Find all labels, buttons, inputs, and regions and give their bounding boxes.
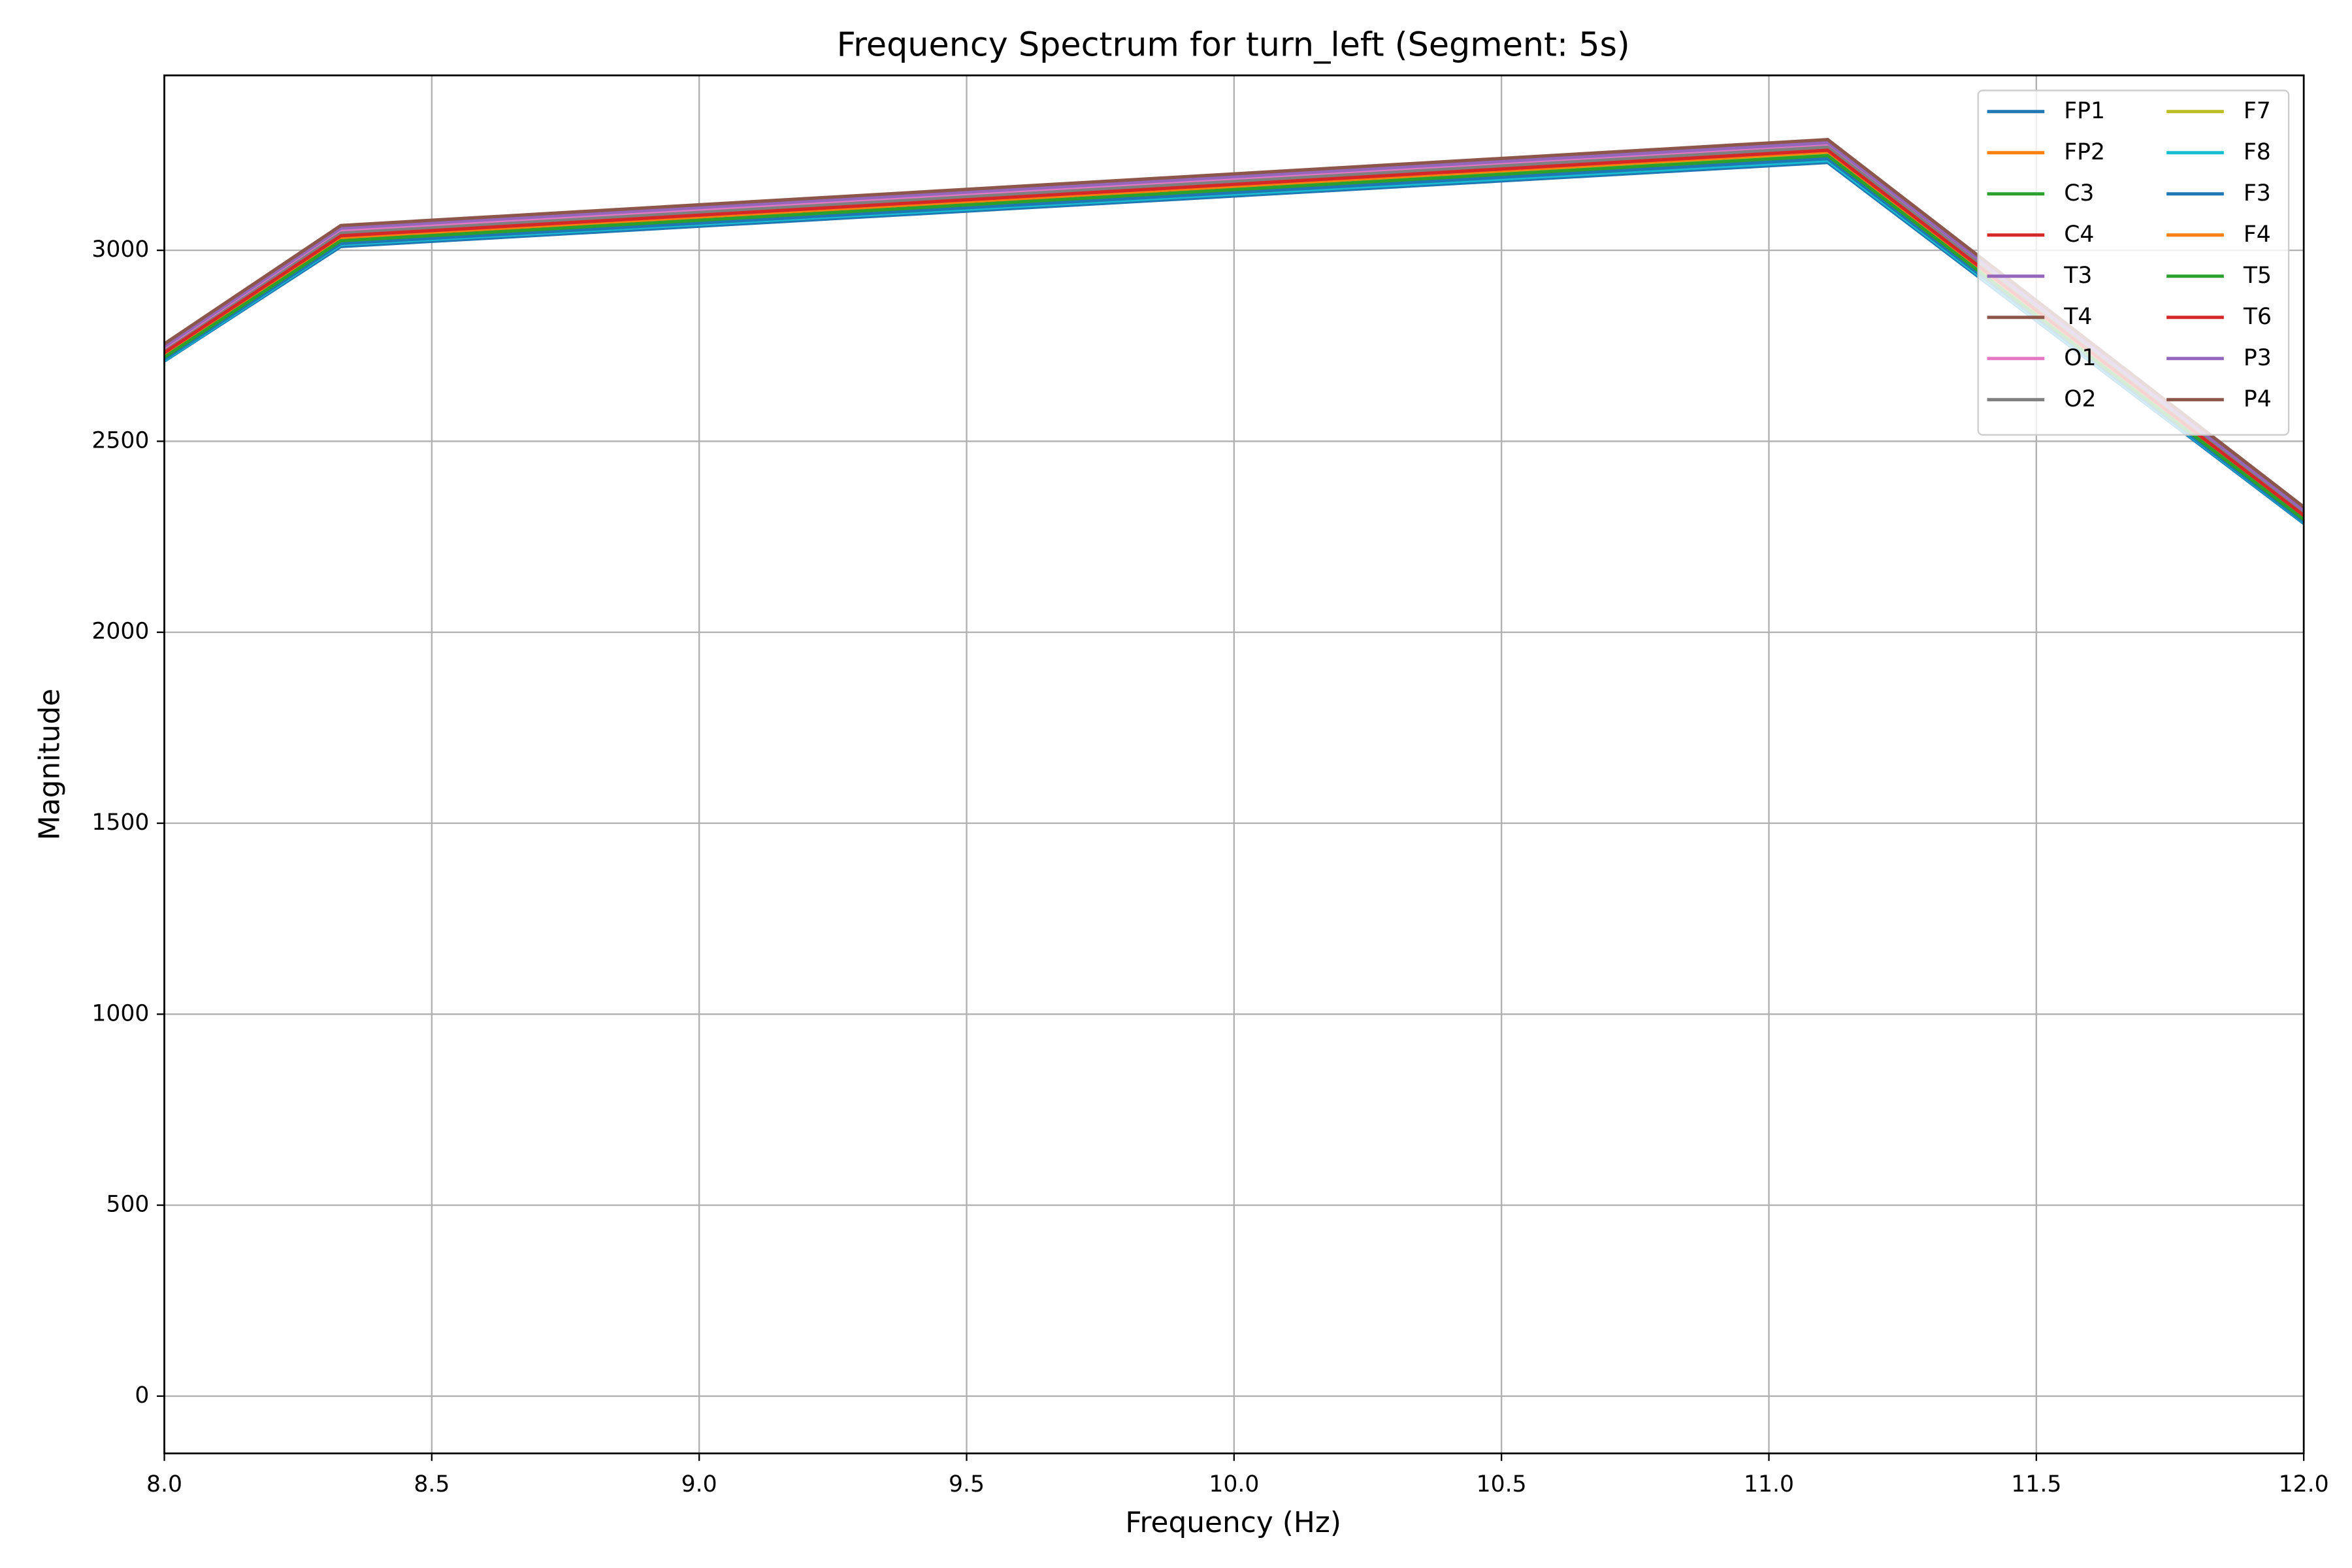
legend-label: F8: [2244, 139, 2271, 165]
legend-label: C3: [2064, 180, 2094, 206]
x-tick-label: 9.0: [681, 1471, 717, 1497]
x-tick-label: 8.5: [414, 1471, 449, 1497]
y-tick-label: 3000: [91, 237, 149, 263]
legend: FP1 FP2 C3 C4 T3 T4 O1 O2 F7 F8 F3 F4 T5 T6 P3 P4: [1977, 90, 2290, 436]
x-tick-label: 9.5: [949, 1471, 985, 1497]
y-tick-label: 500: [106, 1192, 149, 1218]
legend-label: FP2: [2064, 139, 2105, 165]
x-tick-label: 8.0: [146, 1471, 182, 1497]
legend-label: FP1: [2064, 98, 2105, 124]
legend-label: T6: [2243, 304, 2272, 330]
y-tick-label: 1500: [91, 809, 149, 836]
legend-label: F3: [2244, 180, 2271, 206]
legend-label: O1: [2064, 345, 2096, 371]
x-tick-label: 10.0: [1209, 1471, 1259, 1497]
legend-label: F7: [2244, 98, 2271, 124]
x-tick-label: 12.0: [2279, 1471, 2329, 1497]
legend-label: T4: [2063, 304, 2092, 330]
y-axis-label: Magnitude: [33, 689, 66, 840]
x-tick-label: 11.0: [1744, 1471, 1794, 1497]
legend-label: P3: [2244, 345, 2272, 371]
x-axis-label: Frequency (Hz): [1125, 1506, 1341, 1539]
legend-label: C4: [2064, 221, 2094, 248]
x-tick-label: 10.5: [1477, 1471, 1527, 1497]
legend-box: [1977, 90, 2290, 436]
y-tick-label: 2000: [91, 619, 149, 645]
y-tick-label: 1000: [91, 1000, 149, 1026]
legend-label: O2: [2064, 386, 2096, 412]
legend-label: T5: [2243, 263, 2272, 289]
ticks: 8.0 8.5 9.0 9.5 10.0 10.5 11.0 11.5 12.0 0 500 1000…: [91, 237, 2328, 1497]
y-tick-label: 0: [135, 1382, 149, 1409]
y-tick-label: 2500: [91, 427, 149, 453]
legend-label: F4: [2244, 221, 2271, 248]
chart-title: Frequency Spectrum for turn_left (Segmen…: [837, 25, 1630, 64]
legend-label: T3: [2063, 263, 2092, 289]
legend-label: P4: [2244, 386, 2272, 412]
x-tick-label: 11.5: [2011, 1471, 2061, 1497]
